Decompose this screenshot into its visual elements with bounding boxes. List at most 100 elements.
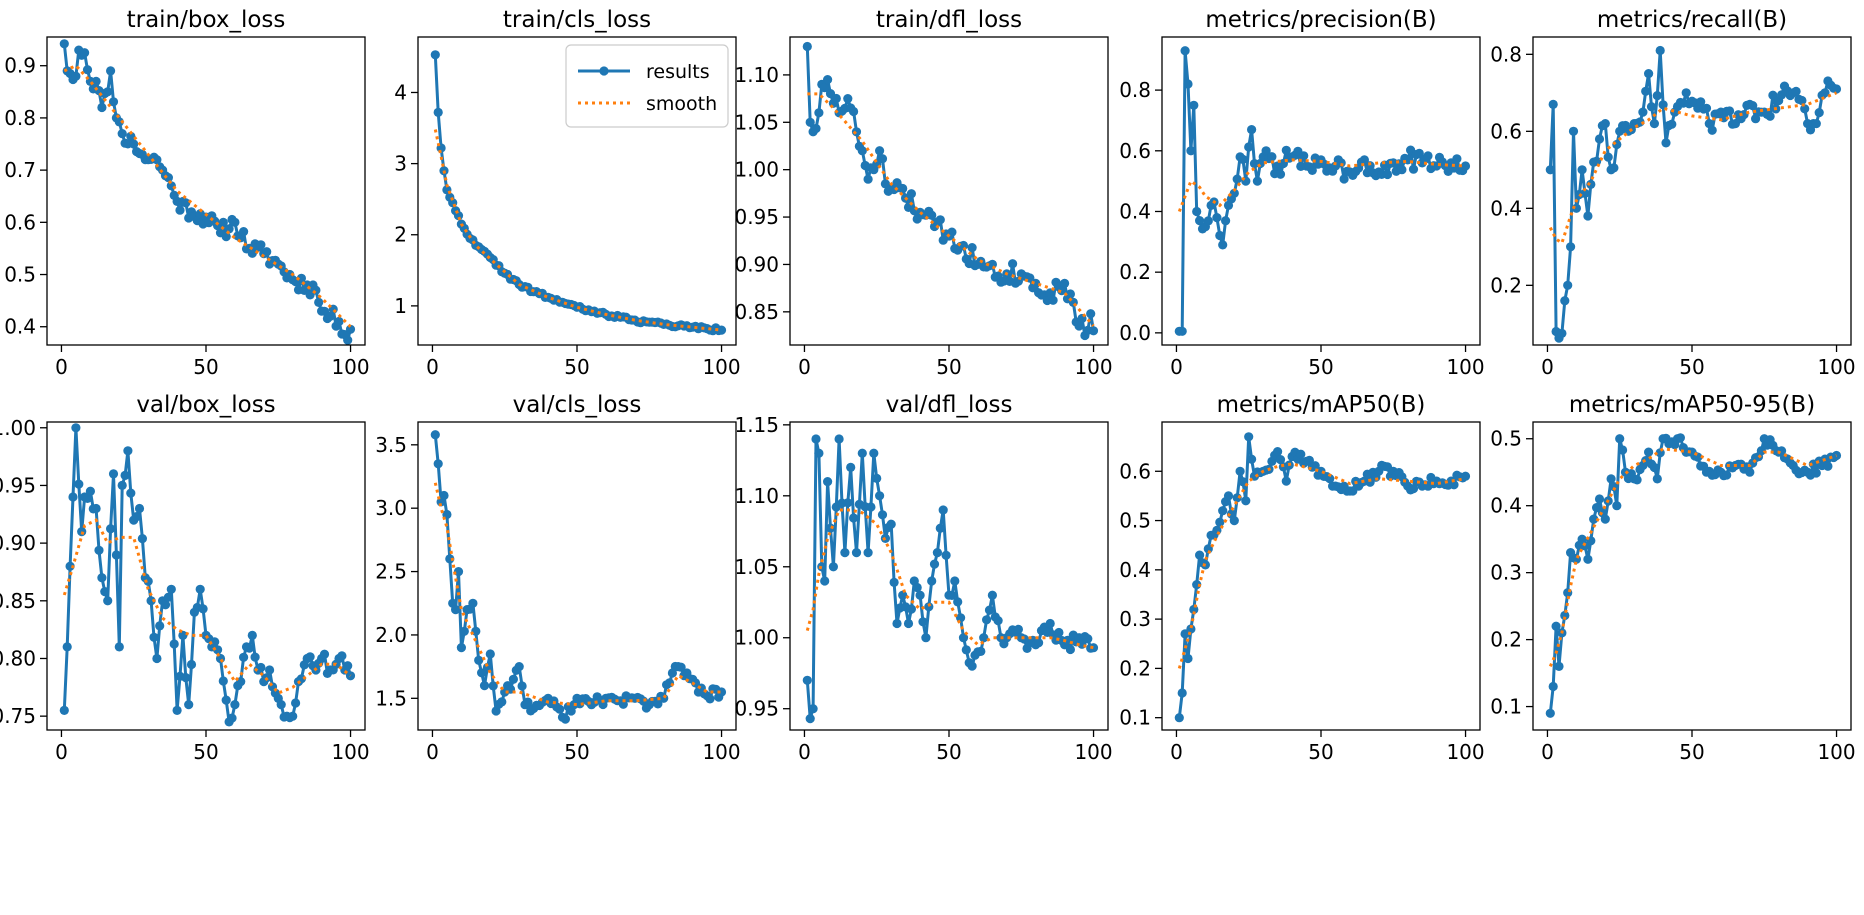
y-tick-label: 3.0 (375, 496, 407, 520)
results-point (82, 65, 93, 75)
results-point (1551, 621, 1561, 631)
results-point (488, 681, 498, 691)
y-tick-label: 0.4 (4, 315, 36, 339)
results-point (1215, 230, 1225, 241)
results-point (1545, 708, 1555, 718)
y-tick-label: 0.3 (1490, 561, 1522, 585)
results-point (849, 106, 859, 117)
y-tick-label: 0.2 (1119, 656, 1151, 680)
results-point (343, 661, 353, 671)
results-point (889, 577, 899, 588)
results-point (276, 700, 286, 710)
results-point (181, 673, 191, 683)
legend: results smooth (565, 44, 729, 128)
y-tick-label: 1.05 (734, 555, 779, 579)
results-point (976, 646, 986, 657)
results-point (433, 107, 443, 117)
results-point (149, 632, 159, 642)
x-tick-label: 0 (55, 355, 68, 379)
results-point (126, 131, 136, 141)
y-tick-label: 0.7 (4, 158, 36, 182)
results-point (1057, 286, 1067, 296)
results-point (132, 511, 142, 522)
results-point (1696, 97, 1706, 107)
results-point (311, 285, 321, 295)
plot-area (1174, 432, 1471, 723)
x-tick-label: 100 (1817, 355, 1855, 379)
results-point (1820, 88, 1830, 98)
results-point (958, 240, 969, 251)
results-point (1652, 91, 1662, 101)
results-point (244, 643, 254, 653)
results-point (71, 423, 81, 433)
subplot-val-cls-loss: val/cls_loss 0 50 100 1.5 2.0 2.5 3.0 3.5 (375, 392, 740, 764)
results-point (929, 559, 940, 569)
smooth-series-line (433, 129, 722, 332)
results-point (1460, 161, 1471, 171)
subplot-val-box-loss: val/box_loss 0 50 100 0.75 0.80 0.85 0.90 0.95 1.… (0, 392, 370, 764)
results-point (1681, 88, 1691, 98)
results-point (181, 198, 191, 208)
y-tick-label: 0.85 (0, 589, 36, 613)
results-point (1235, 466, 1245, 476)
results-point (262, 247, 272, 257)
results-point (1600, 119, 1610, 129)
results-point (1655, 45, 1665, 56)
results-point (230, 700, 240, 710)
results-point (877, 154, 888, 164)
results-point (343, 335, 353, 345)
results-point (474, 655, 484, 665)
subplot-train-dfl-loss: train/dfl_loss 0 50 100 0.85 0.90 0.95 1.00 1.05… (734, 7, 1112, 379)
y-tick-label: 1.00 (734, 626, 779, 650)
results-point (843, 94, 853, 104)
results-point (514, 662, 524, 672)
x-tick-label: 50 (193, 740, 218, 764)
results-point (288, 711, 298, 721)
plot-area (1545, 45, 1842, 343)
y-tick-label: 0.95 (0, 473, 36, 497)
results-point (1034, 638, 1044, 648)
results-point (59, 705, 69, 716)
results-point (1548, 681, 1558, 692)
results-point (927, 210, 937, 220)
results-point (1423, 151, 1433, 161)
results-markers (1545, 45, 1842, 343)
subplot-train-box-loss: train/box_loss 0 50 100 0.4 0.5 0.6 0.7 0.8 0.9 (4, 7, 369, 379)
results-point (1748, 101, 1758, 111)
results-point (1045, 288, 1055, 298)
results-point (1247, 454, 1257, 464)
results-point (1557, 328, 1567, 338)
results-point (653, 699, 663, 709)
results-point (74, 479, 84, 489)
results-point (1646, 102, 1657, 112)
results-point (1606, 474, 1616, 484)
y-tick-label: 0.1 (1119, 706, 1151, 730)
results-point (337, 651, 347, 661)
results-point (172, 705, 182, 716)
plot-area (1174, 46, 1471, 336)
results-point (1189, 100, 1199, 110)
y-tick-label: 0.85 (734, 300, 779, 324)
results-point (1275, 169, 1286, 179)
y-tick-label: 2.0 (375, 623, 407, 647)
y-tick-label: 1.10 (734, 63, 779, 87)
results-point (659, 693, 669, 703)
y-tick-label: 0.0 (1119, 321, 1151, 345)
results-point (1658, 100, 1668, 110)
y-tick-label: 0.2 (1490, 273, 1522, 297)
results-point (439, 490, 449, 501)
plot-area (59, 423, 356, 727)
y-tick-label: 0.75 (0, 704, 36, 728)
results-point (239, 227, 249, 237)
results-point (618, 699, 628, 709)
y-tick-label: 1.5 (375, 686, 407, 710)
results-point (430, 50, 440, 60)
plot-area (430, 50, 727, 336)
results-point (705, 694, 715, 704)
x-tick-label: 100 (1446, 740, 1484, 764)
results-point (1609, 482, 1619, 492)
results-point (146, 596, 156, 606)
x-tick-label: 100 (702, 355, 740, 379)
results-point (840, 548, 850, 558)
